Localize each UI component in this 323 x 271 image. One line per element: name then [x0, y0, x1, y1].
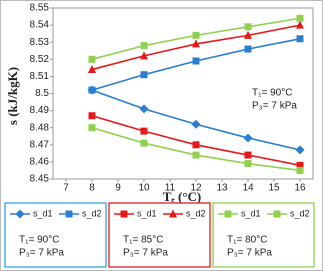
- x-tick-label: 15: [268, 183, 280, 194]
- legend-condition: P₃= 7 kPa: [19, 248, 64, 259]
- x-tick-label: 10: [138, 183, 150, 194]
- legend-box: [212, 202, 315, 268]
- marker: [15, 209, 25, 219]
- marker: [296, 14, 304, 22]
- marker: [140, 139, 148, 147]
- annotation: P₃= 7 kPa: [252, 101, 297, 112]
- y-tick-label: 8.49: [30, 105, 50, 116]
- legend-condition: T₁= 80°C: [227, 235, 267, 246]
- marker: [244, 23, 252, 31]
- x-tick-label: 13: [216, 183, 228, 194]
- annotation: T₁= 90°C: [252, 88, 292, 99]
- marker: [244, 151, 252, 159]
- legend-condition: T₁= 85°C: [123, 235, 163, 246]
- marker: [273, 210, 281, 218]
- x-tick-label: 9: [115, 183, 121, 194]
- marker: [88, 112, 96, 120]
- marker: [296, 161, 304, 169]
- marker: [65, 210, 73, 218]
- marker: [224, 210, 232, 218]
- marker: [140, 127, 148, 135]
- marker: [295, 145, 305, 155]
- marker: [244, 30, 252, 39]
- marker: [139, 104, 149, 114]
- legend-box: [108, 202, 211, 268]
- x-tick-label: 14: [242, 183, 254, 194]
- x-axis-label: Tₑ (°C): [163, 189, 202, 204]
- marker: [244, 45, 252, 53]
- y-tick-label: 8.45: [30, 174, 50, 185]
- legend-label: s_d1: [241, 208, 261, 218]
- y-tick-label: 8.51: [30, 71, 50, 82]
- marker: [296, 166, 304, 174]
- marker: [140, 71, 148, 79]
- marker: [88, 124, 96, 132]
- legend-box: [4, 202, 107, 268]
- marker: [88, 86, 96, 94]
- x-tick-label: 12: [190, 183, 202, 194]
- y-tick-label: 8.55: [30, 3, 50, 14]
- marker: [296, 35, 304, 43]
- marker: [243, 133, 253, 143]
- marker: [192, 151, 200, 159]
- x-tick-label: 7: [63, 183, 69, 194]
- x-tick-label: 8: [89, 183, 95, 194]
- marker: [192, 57, 200, 65]
- marker: [192, 141, 200, 149]
- legend-condition: P₃= 7 kPa: [227, 248, 272, 259]
- y-tick-label: 8.47: [30, 139, 50, 150]
- marker: [88, 55, 96, 63]
- legend-condition: T₁= 90°C: [19, 235, 59, 246]
- x-tick-label: 11: [165, 183, 176, 194]
- marker: [244, 160, 252, 168]
- marker: [192, 31, 200, 39]
- legend-label: s_d1: [137, 208, 157, 218]
- marker: [140, 42, 148, 50]
- y-tick-label: 8.54: [30, 20, 50, 31]
- legend-label: s_d2: [186, 208, 206, 218]
- marker: [191, 119, 201, 129]
- marker: [88, 65, 96, 74]
- series-line: [91, 126, 301, 172]
- y-tick-label: 8.52: [30, 54, 50, 65]
- legend-label: s_d2: [82, 208, 102, 218]
- y-tick-label: 8.48: [30, 122, 50, 133]
- y-tick-label: 8.46: [30, 157, 50, 168]
- marker: [192, 39, 200, 48]
- x-tick-label: 16: [294, 183, 306, 194]
- legend-label: s_d2: [290, 208, 310, 218]
- y-axis-label: s (kJ/kgK): [5, 67, 20, 125]
- marker: [140, 51, 148, 60]
- legend-condition: P₃= 7 kPa: [123, 248, 168, 259]
- y-tick-label: 8.5: [35, 88, 49, 99]
- marker: [169, 209, 177, 218]
- y-tick-label: 8.53: [30, 37, 50, 48]
- marker: [296, 20, 304, 29]
- marker: [120, 210, 128, 218]
- legend-label: s_d1: [33, 208, 53, 218]
